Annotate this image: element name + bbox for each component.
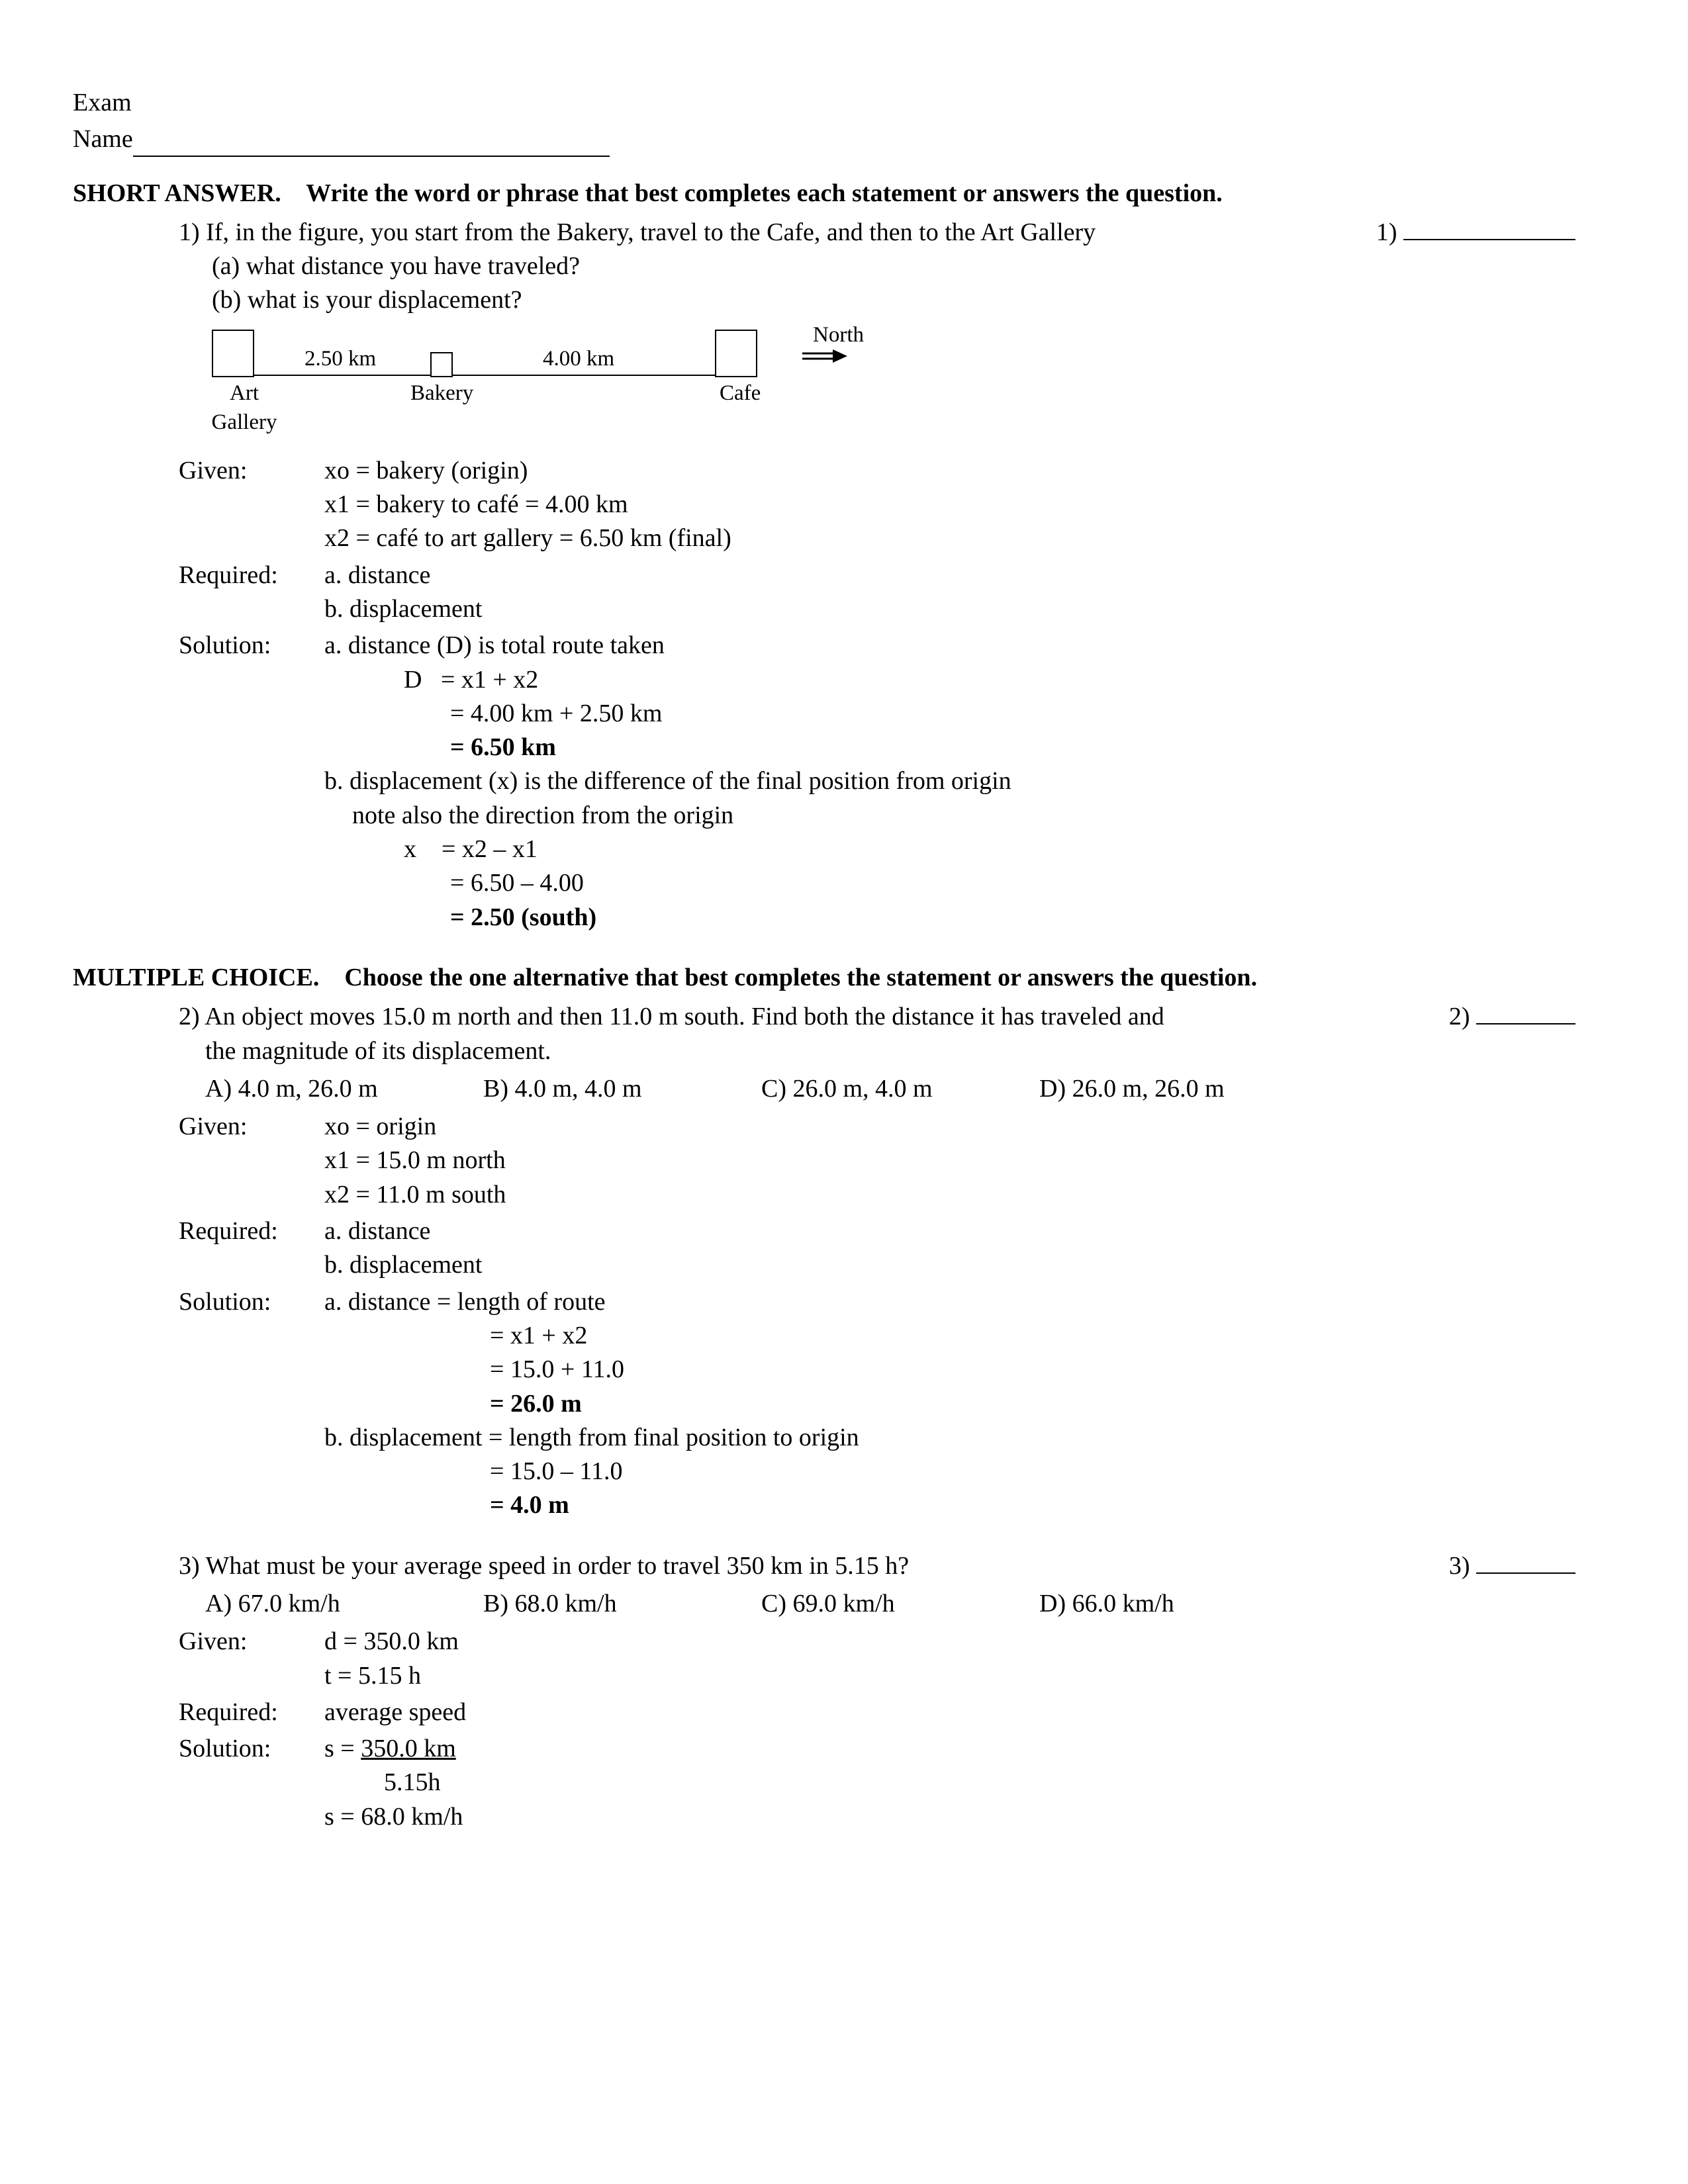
q1-sol-b4: = 6.50 – 4.00 <box>450 866 1575 900</box>
q2-sol-a1: a. distance = length of route <box>324 1285 1575 1319</box>
label-cafe: Cafe <box>720 379 761 408</box>
name-label: Name <box>73 125 133 153</box>
q2-sol-b2: = 15.0 – 11.0 <box>490 1455 1575 1488</box>
q3-given-2: t = 5.15 h <box>324 1659 1575 1693</box>
q1-sol-b5: = 2.50 (south) <box>450 901 1575 934</box>
q3-answer-blank[interactable] <box>1476 1550 1575 1574</box>
q3-answer-slot[interactable]: 3) <box>1449 1549 1575 1583</box>
q3-choice-b[interactable]: B) 68.0 km/h <box>483 1587 761 1621</box>
q3-sol-1: s = 350.0 km <box>324 1732 1575 1766</box>
name-line: Name <box>73 122 1615 156</box>
q1-diagram: ArtGallery Bakery Cafe 2.50 km 4.00 km N… <box>212 330 821 442</box>
q2-required-b: b. displacement <box>324 1248 1575 1282</box>
q2-given-1: xo = origin <box>324 1110 1575 1144</box>
q3-required-1: average speed <box>324 1696 1575 1729</box>
multiple-choice-header: MULTIPLE CHOICE. Choose the one alternat… <box>73 961 1615 995</box>
name-blank[interactable] <box>133 130 610 157</box>
q2-given-3: x2 = 11.0 m south <box>324 1178 1575 1212</box>
q2-answer-blank[interactable] <box>1476 1001 1575 1024</box>
q1-sol-a3: = 4.00 km + 2.50 km <box>450 697 1575 731</box>
q2-answer-slot[interactable]: 2) <box>1449 1000 1575 1034</box>
q1-part-a: (a) what distance you have traveled? <box>212 250 1575 283</box>
q3-given-label: Given: <box>179 1625 324 1693</box>
q3-sol-3: s = 68.0 km/h <box>324 1800 1575 1834</box>
q2-sol-a2: = x1 + x2 <box>490 1319 1575 1353</box>
q2-sol-a3: = 15.0 + 11.0 <box>490 1353 1575 1387</box>
q1-sol-b1: b. displacement (x) is the difference of… <box>324 764 1575 798</box>
q3-choice-c[interactable]: C) 69.0 km/h <box>761 1587 1039 1621</box>
section-instruction: Write the word or phrase that best compl… <box>306 179 1223 207</box>
q2-required-a: a. distance <box>324 1214 1575 1248</box>
north-label: North <box>813 320 864 350</box>
exam-label: Exam <box>73 86 1615 120</box>
q3-given-1: d = 350.0 km <box>324 1625 1575 1659</box>
q2-solution-label: Solution: <box>179 1285 324 1523</box>
north-arrow-icon <box>801 349 847 363</box>
q1-text: If, in the figure, you start from the Ba… <box>206 218 1096 246</box>
distance-2: 4.00 km <box>543 344 614 374</box>
mc-instruction: Choose the one alternative that best com… <box>344 964 1257 991</box>
q2-required-label: Required: <box>179 1214 324 1283</box>
question-2: 2) An object moves 15.0 m north and then… <box>179 1000 1575 1522</box>
q2-sol-b1: b. displacement = length from final posi… <box>324 1421 1575 1455</box>
q1-number: 1) <box>179 218 200 246</box>
q1-sol-b3: x = x2 – x1 <box>404 833 1575 866</box>
q1-answer-blank[interactable] <box>1403 216 1575 240</box>
q1-required-a: a. distance <box>324 559 1575 592</box>
short-answer-header: SHORT ANSWER. Write the word or phrase t… <box>73 177 1615 210</box>
q2-choice-d[interactable]: D) 26.0 m, 26.0 m <box>1039 1072 1317 1106</box>
q2-number: 2) <box>179 1003 200 1030</box>
q1-given-1: xo = bakery (origin) <box>324 454 1575 488</box>
q1-sol-a1: a. distance (D) is total route taken <box>324 629 1575 662</box>
q3-choices: A) 67.0 km/h B) 68.0 km/h C) 69.0 km/h D… <box>205 1587 1575 1621</box>
q3-text: What must be your average speed in order… <box>205 1552 909 1580</box>
q3-choice-a[interactable]: A) 67.0 km/h <box>205 1587 483 1621</box>
question-1: 1) If, in the figure, you start from the… <box>179 216 1575 934</box>
q2-given-label: Given: <box>179 1110 324 1212</box>
q3-solution-label: Solution: <box>179 1732 324 1834</box>
q1-given-label: Given: <box>179 454 324 556</box>
mc-title: MULTIPLE CHOICE. <box>73 964 319 991</box>
section-title: SHORT ANSWER. <box>73 179 281 207</box>
q2-text2: the magnitude of its displacement. <box>205 1034 1575 1068</box>
q1-solution-label: Solution: <box>179 629 324 934</box>
q2-sol-b3: = 4.0 m <box>490 1488 1575 1522</box>
label-bakery: Bakery <box>410 379 473 408</box>
q1-sol-a4: = 6.50 km <box>450 731 1575 764</box>
label-art-gallery: ArtGallery <box>208 379 281 437</box>
q1-answer-slot[interactable]: 1) <box>1376 216 1575 250</box>
q2-choices: A) 4.0 m, 26.0 m B) 4.0 m, 4.0 m C) 26.0… <box>205 1072 1575 1106</box>
q3-choice-d[interactable]: D) 66.0 km/h <box>1039 1587 1317 1621</box>
q3-required-label: Required: <box>179 1696 324 1729</box>
q1-required-b: b. displacement <box>324 592 1575 626</box>
q1-part-b: (b) what is your displacement? <box>212 283 1575 317</box>
q1-answer-number: 1) <box>1376 218 1397 246</box>
q2-choice-c[interactable]: C) 26.0 m, 4.0 m <box>761 1072 1039 1106</box>
q1-sol-b2: note also the direction from the origin <box>352 799 1575 833</box>
q3-answer-number: 3) <box>1449 1552 1470 1580</box>
q1-required-label: Required: <box>179 559 324 627</box>
q2-choice-a[interactable]: A) 4.0 m, 26.0 m <box>205 1072 483 1106</box>
question-3: 3) What must be your average speed in or… <box>179 1549 1575 1834</box>
distance-1: 2.50 km <box>305 344 376 374</box>
q3-number: 3) <box>179 1552 200 1580</box>
q1-sol-a2: D = x1 + x2 <box>404 663 1575 697</box>
q2-text1: An object moves 15.0 m north and then 11… <box>205 1003 1164 1030</box>
q2-answer-number: 2) <box>1449 1003 1470 1030</box>
q2-sol-a4: = 26.0 m <box>490 1387 1575 1421</box>
q2-choice-b[interactable]: B) 4.0 m, 4.0 m <box>483 1072 761 1106</box>
q3-sol-2: 5.15h <box>384 1766 1575 1799</box>
q1-given-2: x1 = bakery to café = 4.00 km <box>324 488 1575 522</box>
q2-given-2: x1 = 15.0 m north <box>324 1144 1575 1177</box>
q1-given-3: x2 = café to art gallery = 6.50 km (fina… <box>324 522 1575 555</box>
